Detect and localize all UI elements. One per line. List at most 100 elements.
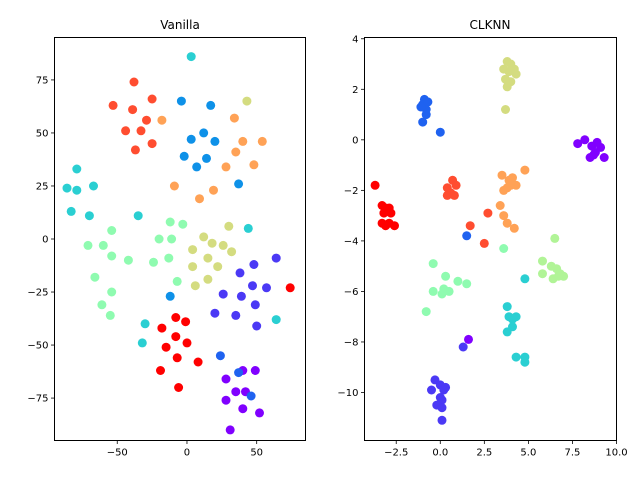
vanilla-xtick-label: −50 [107, 448, 128, 459]
clknn-point-c8-8 [495, 201, 505, 210]
vanilla-point-c9-5 [128, 105, 138, 115]
vanilla-point-c5-2 [62, 183, 72, 193]
vanilla-point-c7-12 [207, 238, 217, 248]
clknn-point-c9-9 [479, 238, 489, 248]
vanilla-ytick-label: 0 [42, 235, 48, 246]
clknn-point-c5-1 [428, 259, 438, 269]
vanilla-xtick-label: 0 [184, 448, 190, 459]
vanilla-point-c10-2 [181, 317, 191, 327]
vanilla-point-c10-9 [156, 366, 165, 375]
vanilla-point-c6-3 [83, 240, 93, 250]
vanilla-point-c10-7 [172, 353, 182, 363]
vanilla-point-c2-2 [249, 260, 259, 269]
vanilla-point-c7-2 [199, 232, 209, 242]
clknn-point-c8-11 [509, 223, 519, 233]
clknn-point-c10-10 [390, 221, 399, 231]
vanilla-point-c6-14 [97, 300, 107, 310]
vanilla-point-c3-3 [215, 351, 225, 361]
clknn-point-c4-10 [520, 274, 530, 284]
clknn-ytick-label: −4 [344, 236, 359, 247]
vanilla-point-c6-15 [107, 287, 117, 297]
clknn-point-c6-1 [538, 256, 547, 266]
clknn-point-c9-4 [451, 180, 461, 190]
vanilla-point-c4-7 [202, 153, 211, 163]
vanilla-point-c10-5 [161, 342, 171, 352]
clknn-point-c3-7 [418, 117, 428, 127]
vanilla-point-c10-1 [171, 313, 181, 322]
clknn-point-c8-1 [497, 170, 507, 180]
vanilla-point-c6-5 [123, 255, 133, 265]
clknn-point-c4-1 [502, 302, 512, 312]
vanilla-point-c7-4 [218, 240, 228, 250]
vanilla-point-c6-11 [164, 253, 174, 263]
vanilla-point-c10-4 [171, 332, 181, 342]
vanilla-axes-frame [54, 37, 306, 441]
vanilla-point-c6-1 [107, 226, 117, 235]
clknn-point-c5-7 [437, 289, 447, 299]
vanilla-point-c8-4 [257, 136, 267, 146]
vanilla-point-c8-6 [231, 147, 241, 157]
vanilla-point-c8-7 [221, 162, 231, 172]
vanilla-point-c1-2 [231, 387, 241, 397]
clknn-point-c1-8 [599, 153, 609, 162]
vanilla-point-c4-9 [234, 179, 244, 189]
clknn-ytick-label: −8 [344, 337, 359, 348]
clknn-ytick-label: −10 [337, 388, 358, 399]
vanilla-point-c2-4 [248, 281, 257, 291]
vanilla-point-c5-10 [186, 52, 196, 62]
clknn-point-c3-4 [416, 102, 426, 112]
clknn-ytick-label: −2 [344, 186, 359, 197]
clknn-points [370, 57, 609, 425]
vanilla-point-c2-7 [218, 289, 228, 299]
clknn-point-c2-5 [439, 385, 449, 395]
vanilla-point-c10-11 [285, 283, 295, 293]
vanilla-point-c6-9 [154, 234, 164, 244]
vanilla-point-c3-1 [234, 368, 244, 378]
vanilla-ytick-label: 50 [36, 128, 49, 139]
vanilla-ytick-label: −25 [27, 288, 48, 299]
vanilla-point-c9-8 [147, 139, 157, 149]
vanilla-point-c4-3 [199, 128, 209, 138]
vanilla-point-c4-1 [176, 96, 186, 106]
vanilla-point-c10-6 [182, 338, 192, 348]
clknn-axis-ticks: −2.5 0.0 2.5 5.0 7.5 10.0 −10 −8 −6 −4 −2 0 2 4 [337, 34, 627, 458]
vanilla-point-c4-2 [206, 100, 216, 110]
vanilla-point-c10-8 [193, 357, 203, 367]
clknn-point-c8-10 [502, 218, 512, 228]
clknn-point-c2-9 [437, 403, 447, 413]
vanilla-point-c6-6 [149, 257, 158, 267]
clknn-ytick-label: 0 [352, 135, 358, 146]
vanilla-point-c7-3 [203, 253, 213, 263]
vanilla-point-c7-7 [188, 262, 198, 272]
vanilla-point-c8-2 [229, 113, 239, 123]
clknn-point-c10-5 [379, 208, 389, 218]
clknn-xtick-label: 2.5 [476, 448, 492, 459]
vanilla-point-c1-6 [221, 395, 231, 405]
vanilla-point-c9-7 [121, 126, 131, 136]
vanilla-point-c2-3 [262, 283, 271, 293]
vanilla-point-c2-9 [210, 308, 220, 318]
clknn-point-c9-7 [483, 208, 493, 218]
vanilla-point-c6-12 [172, 276, 182, 286]
clknn-point-c5-10 [499, 244, 509, 253]
vanilla-ytick-label: 25 [36, 181, 49, 192]
clknn-point-c4-7 [511, 352, 521, 362]
clknn-point-c1-9 [589, 150, 599, 160]
vanilla-point-c6-16 [105, 310, 115, 320]
clknn-point-c4-9 [520, 357, 530, 367]
clknn-point-c5-9 [421, 307, 431, 317]
clknn-axes-frame [364, 37, 617, 441]
vanilla-point-c4-4 [186, 134, 196, 144]
vanilla-point-c5-8 [140, 319, 150, 329]
vanilla-point-c9-2 [147, 94, 157, 104]
clknn-xtick-label: −2.5 [384, 448, 408, 459]
clknn-point-c9-6 [449, 190, 459, 200]
vanilla-point-c9-1 [129, 77, 139, 87]
vanilla-point-c7-6 [242, 96, 252, 106]
vanilla-point-c1-9 [225, 425, 235, 435]
vanilla-point-c8-8 [209, 185, 218, 195]
vanilla-point-c1-4 [250, 366, 260, 375]
vanilla-point-c7-1 [188, 245, 198, 255]
clknn-ytick-label: 2 [352, 85, 358, 96]
vanilla-point-c2-8 [231, 310, 241, 320]
